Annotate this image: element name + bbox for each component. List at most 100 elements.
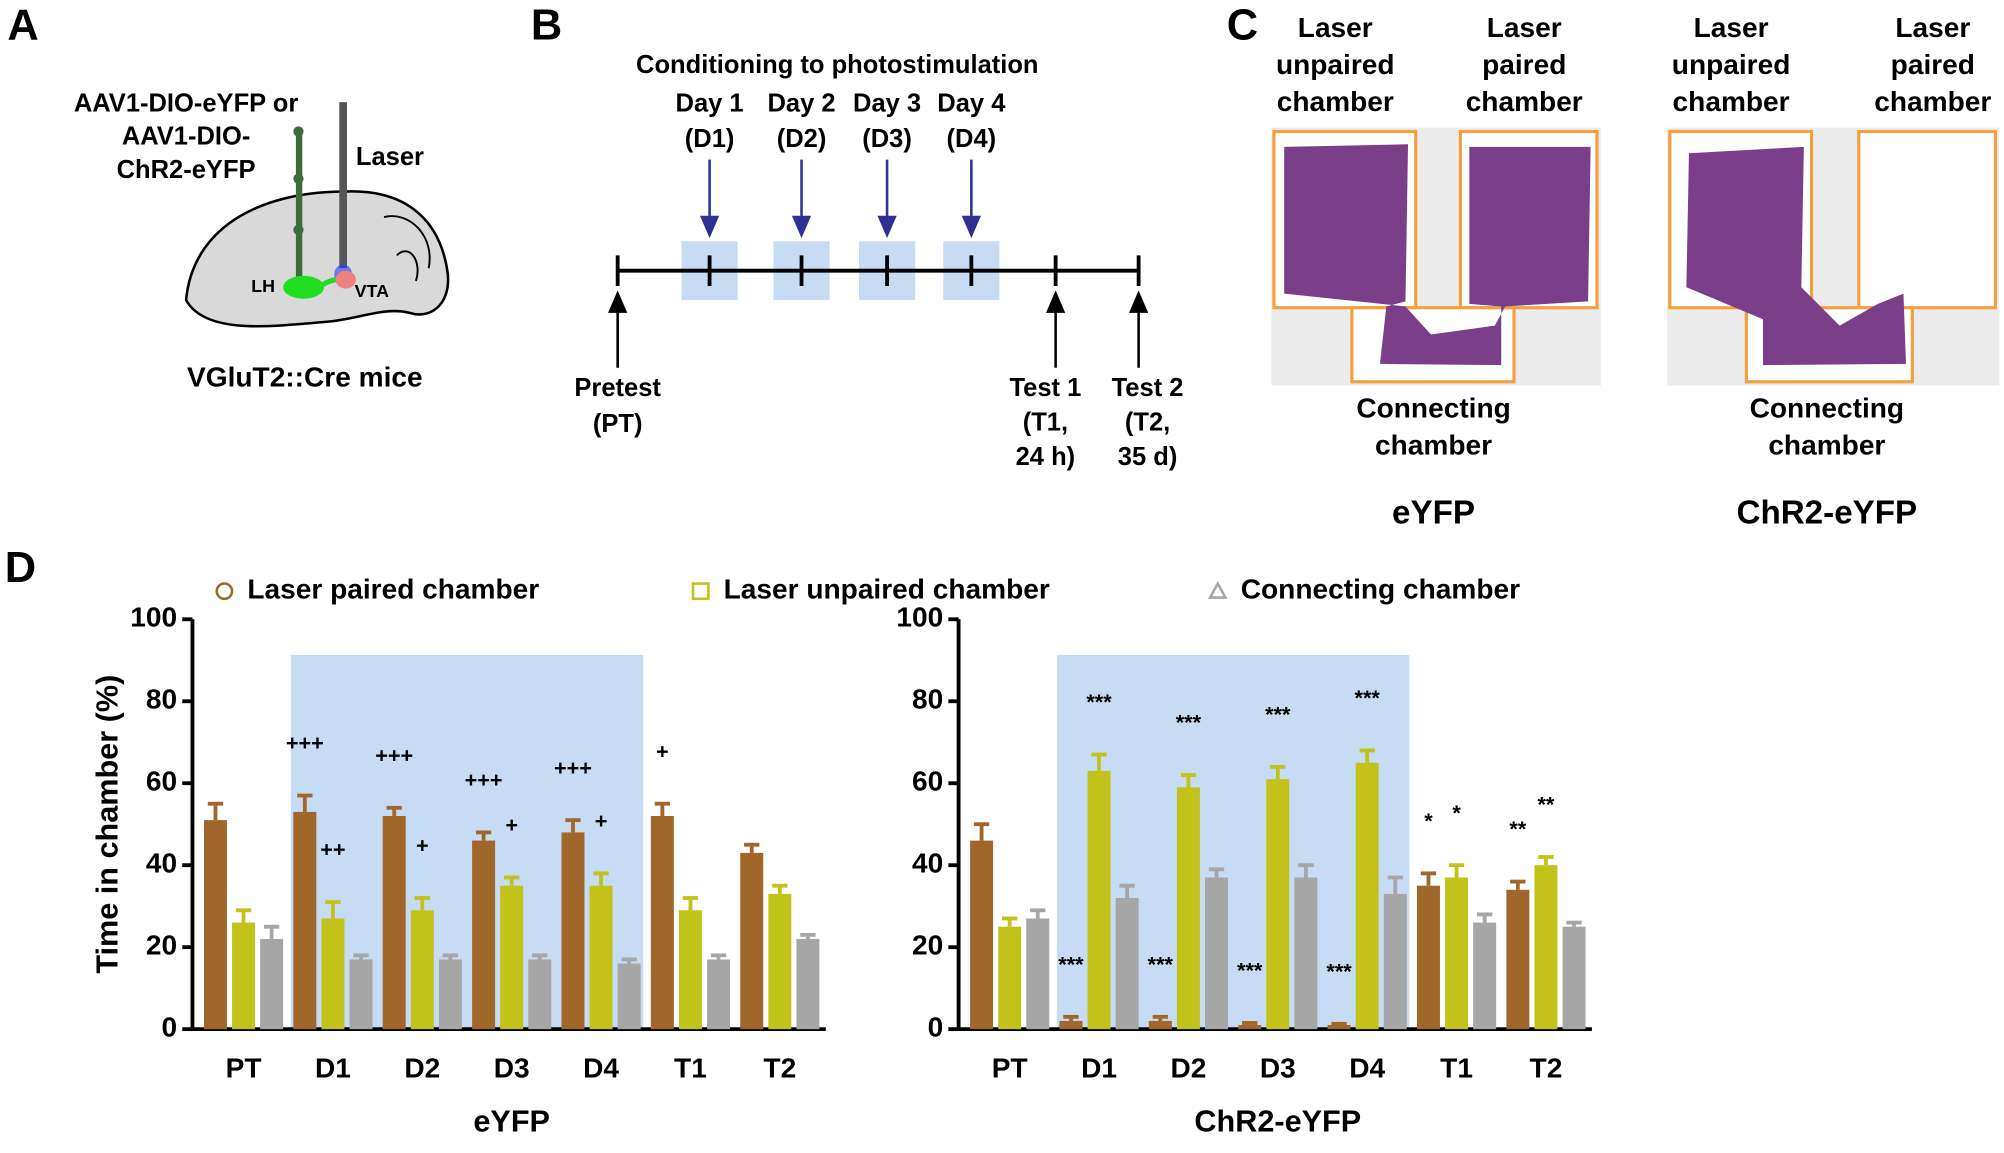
bar	[1026, 918, 1050, 1030]
annotation: ***	[1058, 952, 1084, 977]
chamber-label: paired	[1891, 49, 1975, 80]
bar	[589, 885, 613, 1030]
chamber-label: chamber	[1768, 429, 1885, 460]
test-label: 24 h)	[1016, 443, 1076, 471]
legend-label: Laser unpaired chamber	[724, 574, 1050, 605]
maze-caption: eYFP	[1392, 494, 1475, 531]
chamber-label: Laser	[1487, 12, 1562, 43]
day-label: Day 1	[676, 89, 744, 117]
y-tick-label: 60	[146, 766, 177, 797]
bar	[796, 938, 820, 1030]
bar	[1266, 779, 1290, 1030]
maze-caption: ChR2-eYFP	[1736, 494, 1917, 531]
legend-label: Laser paired chamber	[247, 574, 539, 605]
virus-label: ChR2-eYFP	[117, 156, 256, 184]
brain-diagram	[184, 102, 450, 328]
x-tick-label: T1	[674, 1052, 707, 1083]
bar	[1238, 1025, 1262, 1030]
annotation: +	[505, 812, 518, 837]
bar	[998, 926, 1022, 1030]
day-label: (D3)	[862, 125, 912, 153]
annotation: **	[1509, 816, 1526, 841]
legend-label: Connecting chamber	[1241, 574, 1520, 605]
timeline	[608, 159, 1149, 368]
bar	[740, 852, 764, 1030]
y-tick-label: 80	[912, 684, 943, 715]
annotation: **	[1537, 792, 1554, 817]
bar	[1383, 893, 1407, 1030]
bar	[410, 910, 434, 1030]
day-label: Day 2	[767, 89, 835, 117]
bar	[1087, 770, 1111, 1030]
test-label: Test 2	[1112, 374, 1184, 402]
bar	[1115, 897, 1139, 1030]
bar	[678, 910, 702, 1030]
virus-label: AAV1-DIO-	[122, 123, 251, 151]
bar	[528, 959, 552, 1030]
bar	[293, 811, 317, 1030]
x-tick-label: D4	[583, 1052, 619, 1083]
annotation: ***	[1086, 689, 1112, 714]
y-tick-label: 100	[130, 602, 177, 633]
annotation: +++	[375, 742, 413, 767]
legend-marker	[1207, 580, 1228, 599]
x-axis-label: eYFP	[473, 1105, 550, 1139]
day-label: (D1)	[685, 125, 735, 153]
bar	[1445, 877, 1469, 1030]
bar	[970, 840, 994, 1030]
bar	[1327, 1025, 1351, 1030]
chamber-label: chamber	[1375, 429, 1492, 460]
bar	[1506, 889, 1530, 1030]
x-tick-label: D4	[1349, 1052, 1385, 1083]
x-tick-label: PT	[226, 1052, 262, 1083]
annotation: +++	[465, 767, 503, 792]
x-tick-label: T1	[1440, 1052, 1473, 1083]
y-tick-label: 0	[928, 1012, 944, 1043]
bar	[321, 918, 345, 1030]
annotation: +	[595, 808, 608, 833]
bar	[650, 816, 674, 1030]
panel-label: A	[7, 2, 38, 50]
x-tick-label: T2	[1530, 1052, 1563, 1083]
y-tick-label: 0	[162, 1012, 178, 1043]
bar	[232, 922, 256, 1030]
bar	[1355, 762, 1379, 1030]
bar	[472, 840, 496, 1030]
pretest-label: Pretest	[574, 374, 661, 402]
x-axis-label: ChR2-eYFP	[1194, 1105, 1361, 1139]
region-label: VTA	[355, 281, 389, 301]
bar	[1148, 1020, 1172, 1030]
bar	[617, 963, 641, 1030]
virus-label: AAV1-DIO-eYFP or	[74, 89, 299, 117]
bar	[1205, 877, 1229, 1030]
test-label: 35 d)	[1118, 443, 1178, 471]
annotation: ***	[1237, 958, 1263, 983]
test-label: Test 1	[1009, 374, 1081, 402]
bar	[438, 959, 462, 1030]
y-axis-label: Time in chamber (%)	[91, 675, 125, 974]
x-tick-label: D2	[1170, 1052, 1206, 1083]
bar	[707, 959, 731, 1030]
chamber-label: unpaired	[1672, 49, 1791, 80]
chamber-label: unpaired	[1276, 49, 1395, 80]
bar	[1059, 1020, 1083, 1030]
timeline-title: Conditioning to photostimulation	[636, 51, 1038, 79]
x-tick-label: D2	[404, 1052, 440, 1083]
bar	[382, 816, 406, 1030]
maze-eyfp	[1271, 127, 1601, 386]
panel-label: D	[5, 544, 36, 592]
x-tick-label: D3	[1260, 1052, 1296, 1083]
day-label: Day 4	[937, 89, 1006, 117]
annotation: +	[656, 738, 669, 763]
x-tick-label: PT	[992, 1052, 1028, 1083]
day-label: (D4)	[947, 125, 997, 153]
test-label: (T2,	[1125, 409, 1170, 437]
chamber-label: chamber	[1874, 86, 1991, 117]
y-tick-label: 20	[146, 930, 177, 961]
y-tick-label: 40	[912, 848, 943, 879]
bar	[561, 832, 585, 1030]
annotation: +	[416, 833, 429, 858]
x-tick-label: T2	[763, 1052, 796, 1083]
caption: VGluT2::Cre mice	[187, 362, 423, 393]
